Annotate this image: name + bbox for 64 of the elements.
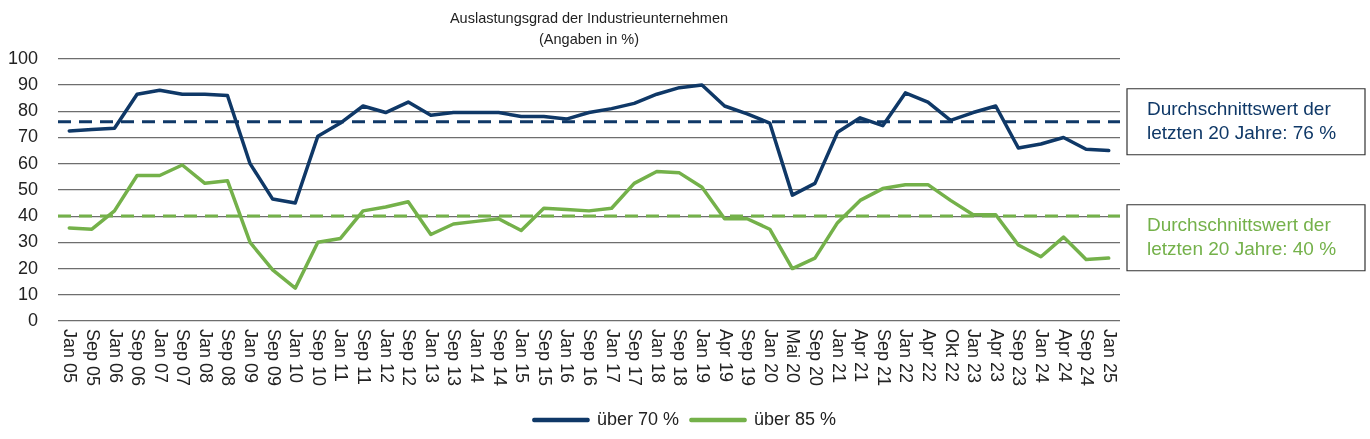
x-tick-label: Jan 18	[647, 329, 668, 384]
x-tick-label: Sep 14	[489, 329, 510, 387]
ref-line-label: Durchschnittswert der letzten 20 Jahre: 76 %	[1147, 97, 1337, 143]
y-tick-label: 50	[17, 178, 38, 199]
chart-title: Auslastungsgrad der Industrieunternehmen	[449, 9, 729, 26]
x-tick-label: Jan 07	[150, 329, 171, 384]
x-tick-label: Jan 12	[376, 329, 397, 384]
x-tick-label: Jan 16	[557, 329, 578, 384]
x-tick-label: Jan 17	[602, 329, 623, 384]
x-tick-label: Sep 18	[670, 329, 691, 387]
x-tick-label: Jan 14	[467, 329, 488, 384]
x-tick-label: Sep 08	[218, 329, 239, 387]
x-tick-label: Sep 07	[173, 329, 194, 387]
x-tick-label: Sep 06	[128, 329, 149, 387]
x-tick-label: Jan 20	[760, 329, 781, 384]
x-tick-label: Apr 19	[715, 329, 736, 383]
x-tick-label: Sep 19	[738, 329, 759, 387]
x-tick-label: Jan 24	[1031, 329, 1052, 384]
ref-line-label: Durchschnittswert der letzten 20 Jahre: 40 %	[1147, 213, 1337, 259]
legend-label: über 70 %	[596, 408, 680, 429]
y-tick-label: 40	[17, 205, 38, 226]
x-tick-label: Jan 10	[286, 329, 307, 384]
x-tick-label: Jan 22	[896, 329, 917, 384]
chart-subtitle: (Angaben in %)	[539, 31, 639, 48]
y-tick-label: 90	[17, 73, 38, 94]
x-tick-label: Sep 21	[873, 329, 894, 387]
x-tick-label: Sep 16	[580, 329, 601, 387]
x-tick-label: Jan 09	[241, 329, 262, 384]
y-tick-label: 0	[27, 309, 38, 330]
x-tick-label: Apr 24	[1054, 329, 1075, 383]
x-tick-label: Jan 23	[964, 329, 985, 384]
x-tick-label: Okt 22	[941, 329, 962, 383]
x-tick-label: Jan 05	[60, 329, 81, 384]
x-tick-label: Sep 12	[399, 329, 420, 387]
x-tick-label: Jan 15	[512, 329, 533, 384]
x-tick-label: Apr 21	[851, 329, 872, 383]
legend-label: über 85 %	[754, 408, 837, 429]
x-tick-label: Sep 23	[1009, 329, 1030, 387]
x-tick-label: Sep 20	[805, 329, 826, 387]
x-tick-label: Mai 20	[783, 329, 804, 384]
x-tick-label: Apr 23	[986, 329, 1007, 383]
x-tick-label: Apr 22	[918, 329, 939, 383]
x-tick-label: Sep 05	[82, 329, 103, 387]
y-tick-label: 100	[7, 47, 38, 68]
y-tick-label: 30	[17, 231, 38, 252]
y-tick-label: 80	[17, 100, 38, 121]
x-tick-label: Sep 13	[444, 329, 465, 387]
y-tick-label: 10	[17, 283, 38, 304]
x-tick-label: Sep 15	[534, 329, 555, 387]
y-tick-label: 70	[17, 126, 38, 147]
x-tick-label: Sep 17	[625, 329, 646, 387]
x-tick-label: Sep 11	[354, 329, 375, 385]
y-tick-label: 20	[17, 257, 38, 278]
x-tick-label: Jan 25	[1099, 329, 1120, 384]
x-tick-label: Jan 13	[421, 329, 442, 384]
x-tick-label: Sep 09	[263, 329, 284, 387]
x-tick-label: Jan 11	[331, 329, 352, 382]
y-tick-label: 60	[17, 152, 38, 173]
x-tick-label: Sep 24	[1077, 329, 1098, 387]
x-tick-label: Jan 21	[828, 329, 849, 384]
x-tick-label: Sep 10	[308, 329, 329, 387]
x-tick-label: Jan 06	[105, 329, 126, 384]
x-tick-label: Jan 08	[195, 329, 216, 384]
x-tick-label: Jan 19	[693, 329, 714, 384]
